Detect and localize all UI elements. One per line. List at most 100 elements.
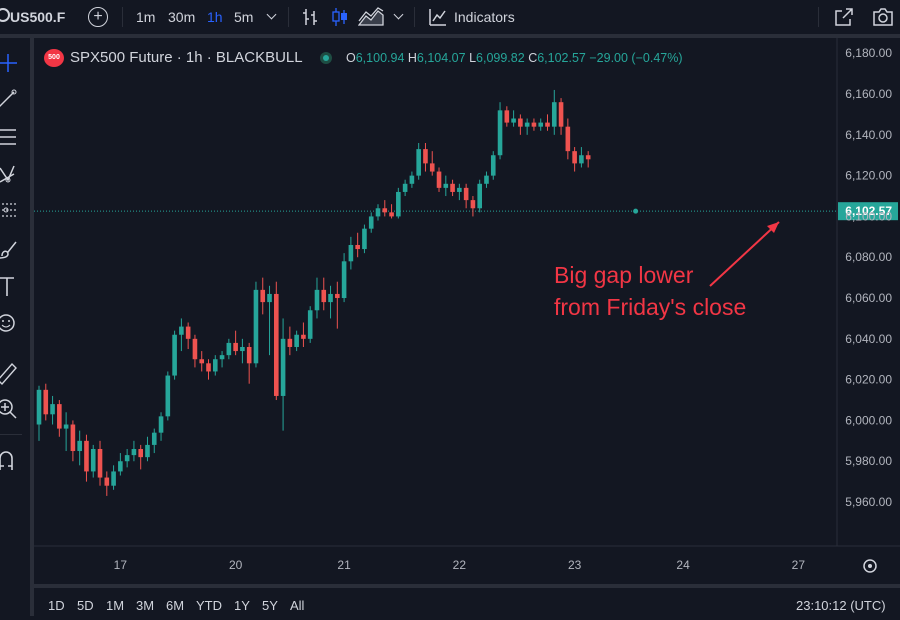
y-tick-label: 6,080.00 [845, 250, 892, 264]
candle-body [253, 289, 259, 364]
search-icon[interactable] [0, 8, 10, 22]
candle-body [50, 404, 55, 415]
fullscreen-icon[interactable] [834, 7, 854, 27]
candle-body [585, 155, 591, 160]
drawing-toolbar [0, 38, 34, 616]
brush-icon[interactable] [0, 236, 30, 262]
x-tick-label: 17 [114, 558, 128, 572]
ruler-icon[interactable] [0, 360, 30, 386]
y-tick-label: 6,000.00 [845, 413, 892, 427]
candle-body [545, 122, 550, 127]
range-1y-button[interactable]: 1Y [234, 598, 250, 613]
range-5y-button[interactable]: 5Y [262, 598, 278, 613]
area-chart-type-icon[interactable] [358, 7, 384, 27]
ohlc-values: O6,100.94 H6,104.07 L6,099.82 C6,102.57 … [346, 51, 683, 65]
pattern-icon[interactable] [0, 162, 30, 188]
candle-body [280, 338, 286, 396]
zoom-in-icon[interactable] [0, 396, 30, 422]
utc-clock[interactable]: 23:10:12 (UTC) [796, 598, 886, 613]
crosshair-icon[interactable] [0, 50, 30, 76]
candle-body [260, 289, 266, 303]
candle-body [335, 293, 340, 299]
trend-line-icon[interactable] [0, 86, 30, 112]
high-key: H [407, 51, 417, 65]
camera-icon[interactable] [872, 7, 894, 27]
candle-body [477, 183, 482, 209]
y-tick-label: 6,160.00 [845, 87, 892, 101]
range-5d-button[interactable]: 5D [77, 598, 94, 613]
annotation-arrow [709, 221, 780, 287]
candle-body [206, 363, 211, 372]
y-tick-label: 5,960.00 [845, 495, 892, 509]
range-all-button[interactable]: All [290, 598, 305, 613]
candle-body [172, 334, 177, 376]
candle-body [436, 171, 442, 188]
symbol-badge: 500 [44, 49, 64, 67]
symbol-search-button[interactable]: US500.F [10, 9, 66, 25]
interval-5m-button[interactable]: 5m [234, 9, 254, 25]
candle-body [511, 118, 516, 123]
candle-body [240, 346, 245, 352]
top-toolbar: US500.F + 1m 30m 1h 5m Indicators [0, 0, 900, 38]
magnet-icon[interactable] [0, 448, 30, 474]
range-1d-button[interactable]: 1D [48, 598, 65, 613]
market-status-dot[interactable] [320, 52, 332, 64]
indicators-icon[interactable] [428, 7, 448, 27]
candle-body [423, 149, 428, 164]
candle-body [185, 326, 191, 339]
candle-body [450, 183, 455, 192]
interval-30m-button[interactable]: 30m [168, 9, 196, 25]
chevron-down-icon[interactable] [393, 9, 404, 20]
y-tick-label: 6,140.00 [845, 128, 892, 142]
candle-body [565, 126, 571, 152]
candle-body [301, 334, 306, 339]
compare-add-icon[interactable]: + [88, 7, 108, 27]
low-key: L [469, 51, 477, 65]
candle-body [90, 448, 96, 472]
y-tick-label: 6,180.00 [845, 46, 892, 60]
last-price-label: 6,102.57 [845, 204, 892, 218]
price-chart[interactable]: 6,102.57 5,960.00 5,980.00 6,000.00 6,020.0… [34, 38, 900, 584]
chart-legend: 500 SPX500 Future · 1h · BLACKBULL O6,10… [42, 48, 822, 68]
change-value: −29.00 (−0.47%) [589, 51, 683, 65]
candle-body [497, 110, 503, 156]
range-1m-button[interactable]: 1M [106, 598, 125, 613]
annotation-text-line2: from Friday's close [554, 294, 746, 320]
candle-body [57, 404, 62, 429]
candle-body [43, 389, 49, 415]
indicators-button[interactable]: Indicators [454, 9, 515, 25]
low-value: 6,099.82 [476, 51, 525, 65]
candle-body [233, 342, 238, 352]
candle-body [307, 310, 313, 339]
candles-chart-type-icon[interactable] [330, 7, 350, 27]
chart-canvas[interactable]: 6,102.57 5,960.00 5,980.00 6,000.00 6,020.0… [34, 38, 900, 584]
candle-body [226, 342, 232, 356]
candle-body [36, 389, 42, 425]
candle-body [389, 212, 394, 217]
y-tick-label: 6,120.00 [845, 169, 892, 183]
legend-title[interactable]: SPX500 Future · 1h · BLACKBULL [70, 49, 303, 66]
interval-1m-button[interactable]: 1m [136, 9, 156, 25]
interval-1h-button[interactable]: 1h [207, 9, 223, 25]
candle-body [409, 175, 415, 184]
fib-icon[interactable] [0, 198, 30, 224]
range-ytd-button[interactable]: YTD [196, 598, 222, 613]
high-value: 6,104.07 [416, 51, 466, 65]
toolbar-separator [288, 7, 289, 27]
range-6m-button[interactable]: 6M [166, 598, 185, 613]
candle-body [97, 448, 103, 478]
x-tick-label: 21 [337, 558, 351, 572]
candle-body [572, 151, 577, 164]
bar-chart-type-icon[interactable] [300, 7, 320, 27]
chevron-down-icon[interactable] [266, 9, 277, 20]
emoji-icon[interactable] [0, 310, 30, 336]
text-icon[interactable] [0, 274, 30, 300]
candle-body [396, 191, 401, 217]
close-key: C [528, 51, 538, 65]
gear-icon[interactable] [863, 559, 877, 573]
candle-body [551, 102, 557, 127]
horizontal-lines-icon[interactable] [0, 124, 30, 150]
candle-body [145, 444, 150, 458]
range-3m-button[interactable]: 3M [136, 598, 155, 613]
last-price-label-bg [838, 202, 898, 221]
